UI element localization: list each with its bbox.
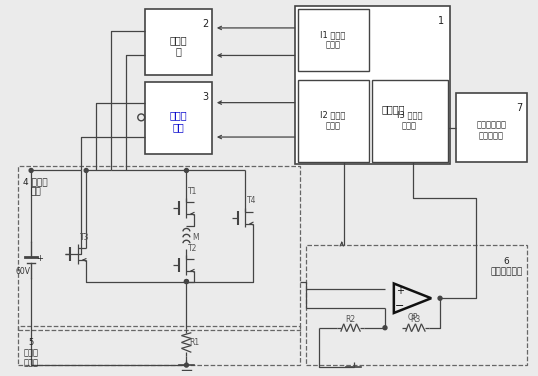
- Text: I1 脉宽调
制模块: I1 脉宽调 制模块: [320, 30, 345, 49]
- Text: R1: R1: [189, 338, 200, 347]
- Text: 开关磁阻电机
位置传感器: 开关磁阻电机 位置传感器: [476, 120, 506, 140]
- Circle shape: [383, 326, 387, 330]
- Bar: [298, 80, 369, 162]
- Bar: [18, 326, 300, 365]
- Text: I3 模数转
换模块: I3 模数转 换模块: [397, 111, 422, 130]
- Circle shape: [29, 168, 33, 173]
- Bar: [298, 9, 369, 71]
- Bar: [295, 6, 450, 164]
- Circle shape: [185, 280, 188, 284]
- Text: 60V: 60V: [16, 267, 30, 276]
- Text: 7: 7: [516, 103, 522, 113]
- Circle shape: [438, 296, 442, 300]
- Circle shape: [185, 363, 188, 367]
- Bar: [456, 93, 527, 162]
- Text: 2: 2: [202, 19, 208, 29]
- Text: M: M: [192, 233, 199, 242]
- Text: T4: T4: [247, 196, 257, 205]
- Bar: [306, 245, 527, 365]
- Bar: [372, 80, 448, 162]
- Circle shape: [84, 168, 88, 173]
- Text: I2 输入输
出模块: I2 输入输 出模块: [320, 111, 345, 130]
- Text: R2: R2: [345, 315, 356, 324]
- Text: −: −: [395, 301, 405, 311]
- Circle shape: [185, 280, 188, 284]
- Circle shape: [185, 168, 188, 173]
- Text: T3: T3: [80, 233, 90, 242]
- Text: 3: 3: [202, 92, 208, 102]
- Text: T2: T2: [188, 244, 198, 253]
- Text: 5
电流采
样电路: 5 电流采 样电路: [23, 338, 38, 367]
- Bar: [145, 82, 212, 154]
- Text: 1: 1: [438, 16, 444, 26]
- Text: 第一与
非门: 第一与 非门: [170, 111, 187, 132]
- Text: R3: R3: [410, 315, 421, 324]
- Text: T1: T1: [188, 186, 198, 196]
- Text: 第一与
门: 第一与 门: [170, 35, 187, 56]
- Text: +: +: [36, 255, 43, 264]
- Bar: [18, 165, 300, 330]
- Text: 6
采样放大电路: 6 采样放大电路: [490, 257, 522, 276]
- Text: 微处理器: 微处理器: [381, 105, 405, 115]
- Text: 4 功率变
换器: 4 功率变 换器: [23, 177, 48, 197]
- Text: OP: OP: [407, 314, 418, 322]
- Bar: [145, 9, 212, 75]
- Text: +: +: [396, 287, 404, 296]
